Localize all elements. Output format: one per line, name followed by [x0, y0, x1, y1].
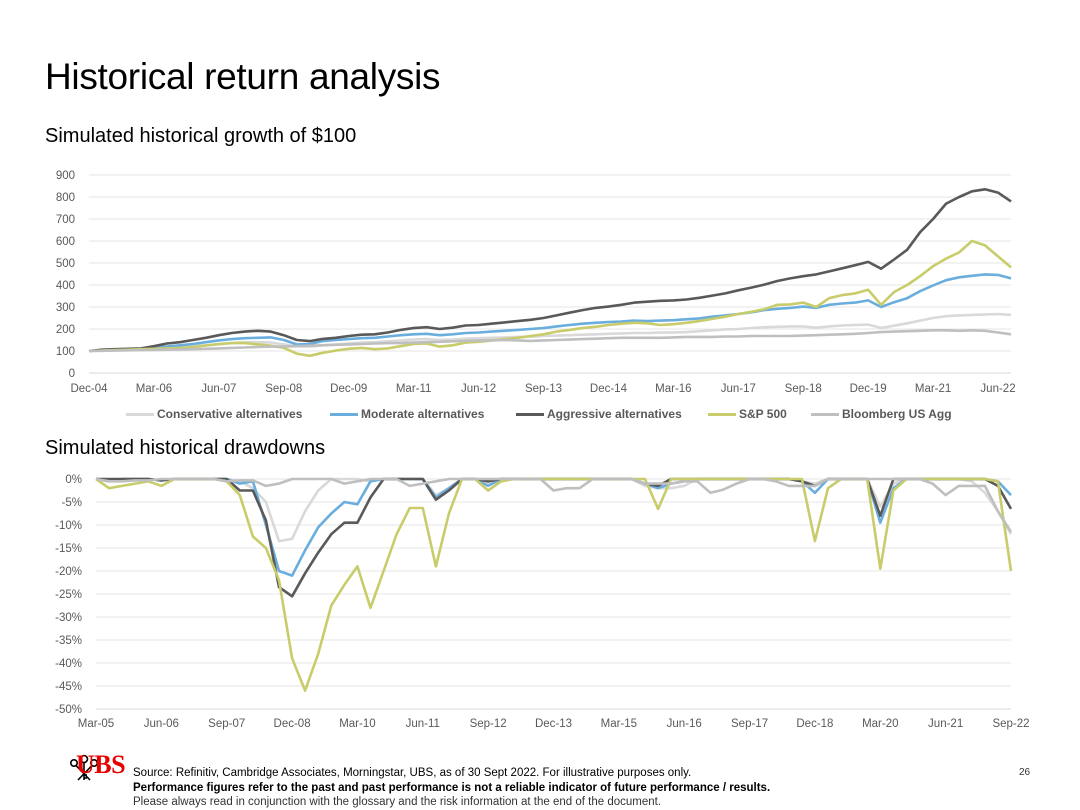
x-tick-label: Mar-05 — [78, 718, 114, 730]
x-tick-label: Mar-20 — [862, 718, 898, 730]
y-tick-label: -10% — [55, 520, 82, 532]
performance-disclaimer: Performance figures refer to the past an… — [133, 782, 771, 794]
x-tick-label: Dec-08 — [274, 718, 311, 730]
x-tick-label: Sep-08 — [265, 383, 302, 395]
x-tick-label: Sep-17 — [731, 718, 768, 730]
x-tick-label: Jun-12 — [461, 383, 496, 395]
x-tick-label: Mar-10 — [339, 718, 375, 730]
y-tick-label: -5% — [62, 497, 82, 509]
ubs-logo-text: UBS — [76, 750, 126, 779]
legend-label: Bloomberg US Agg — [842, 407, 952, 421]
y-tick-label: -45% — [55, 681, 82, 693]
x-tick-label: Dec-18 — [796, 718, 833, 730]
x-tick-label: Dec-19 — [850, 383, 887, 395]
legend-item-conservative: Conservative alternatives — [126, 407, 302, 421]
y-tick-label: 900 — [56, 170, 75, 182]
series-line-sp500 — [88, 239, 1012, 358]
series-line-moderate — [88, 273, 1012, 353]
legend-label: Moderate alternatives — [361, 407, 485, 421]
chart-legend: Conservative alternatives Moderate altern… — [0, 407, 1080, 425]
y-tick-label: -30% — [55, 612, 82, 624]
legend-swatch — [126, 412, 154, 416]
x-tick-label: Sep-13 — [525, 383, 562, 395]
x-tick-label: Sep-22 — [992, 718, 1029, 730]
series-line-agg — [95, 477, 1013, 533]
legend-label: Conservative alternatives — [157, 407, 303, 421]
x-tick-label: Mar-06 — [136, 383, 172, 395]
legend-item-agg: Bloomberg US Agg — [811, 407, 952, 421]
x-tick-label: Sep-07 — [208, 718, 245, 730]
y-tick-label: 0% — [65, 474, 82, 486]
legend-swatch — [330, 412, 358, 416]
x-tick-label: Jun-21 — [928, 718, 963, 730]
y-tick-label: 600 — [56, 236, 75, 248]
y-tick-label: 800 — [56, 192, 75, 204]
ubs-keys-icon — [69, 754, 98, 781]
x-tick-label: Jun-16 — [667, 718, 702, 730]
drawdown-chart-subtitle: Simulated historical drawdowns — [45, 437, 326, 459]
x-tick-label: Dec-04 — [70, 383, 108, 395]
source-note: Source: Refinitiv, Cambridge Associates,… — [133, 767, 692, 779]
legend-label: S&P 500 — [739, 407, 787, 421]
x-tick-label: Mar-11 — [396, 383, 432, 395]
y-tick-label: -40% — [55, 658, 82, 670]
glossary-disclaimer: Please always read in conjunction with t… — [133, 796, 662, 808]
y-tick-label: 100 — [56, 346, 75, 358]
y-tick-label: 500 — [56, 258, 75, 270]
y-tick-label: 0 — [69, 368, 75, 380]
x-tick-label: Dec-09 — [330, 383, 367, 395]
series-line-aggressive — [96, 477, 1013, 598]
x-tick-label: Mar-16 — [655, 383, 691, 395]
y-tick-label: -35% — [55, 635, 82, 647]
series-line-sp500 — [95, 477, 1013, 692]
growth-chart-subtitle: Simulated historical growth of $100 — [45, 125, 357, 147]
legend-swatch — [811, 412, 839, 416]
y-tick-label: 400 — [56, 280, 75, 292]
y-tick-label: -15% — [55, 543, 82, 555]
legend-item-moderate: Moderate alternatives — [330, 407, 484, 421]
y-tick-label: 300 — [56, 302, 75, 314]
page-number: 26 — [1019, 767, 1031, 778]
x-tick-label: Jun-22 — [980, 383, 1015, 395]
x-tick-label: Jun-06 — [144, 718, 179, 730]
series-line-agg — [88, 329, 1012, 353]
x-tick-label: Mar-15 — [601, 718, 637, 730]
x-tick-label: Sep-18 — [785, 383, 822, 395]
page-title: Historical return analysis — [45, 56, 441, 97]
legend-item-aggressive: Aggressive alternatives — [516, 407, 682, 421]
legend-label: Aggressive alternatives — [547, 407, 682, 421]
legend-item-sp500: S&P 500 — [708, 407, 787, 421]
x-tick-label: Mar-21 — [915, 383, 951, 395]
y-tick-label: -20% — [55, 566, 82, 578]
x-tick-label: Sep-12 — [470, 718, 507, 730]
legend-swatch — [516, 412, 544, 416]
drawdown-chart: 0% -5% -10% -15% -20% -25% -30% -35% -40% -45% -50… — [55, 474, 1029, 730]
x-tick-label: Jun-11 — [406, 718, 440, 730]
y-tick-label: 700 — [56, 214, 75, 226]
series-line-aggressive — [88, 187, 1012, 353]
x-tick-label: Jun-17 — [721, 383, 756, 395]
y-tick-label: -25% — [55, 589, 82, 601]
x-tick-label: Dec-14 — [590, 383, 628, 395]
y-tick-label: 200 — [56, 324, 75, 336]
legend-swatch — [708, 412, 736, 416]
x-tick-label: Dec-13 — [535, 718, 572, 730]
y-tick-label: -50% — [55, 704, 82, 716]
x-tick-label: Jun-07 — [201, 383, 236, 395]
growth-chart: 0 100 200 300 400 500 600 700 800 900 Dec-04 Mar-06… — [56, 170, 1016, 395]
